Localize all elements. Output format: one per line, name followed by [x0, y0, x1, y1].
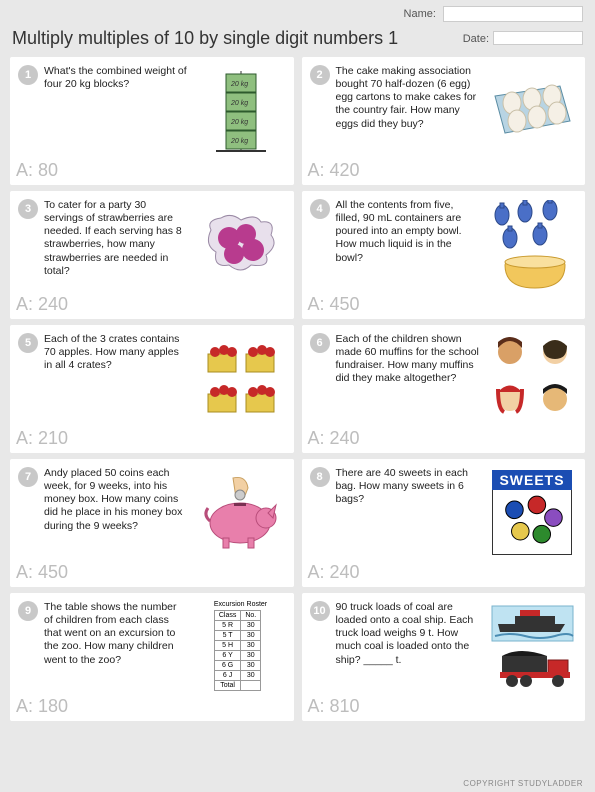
question-text: The table shows the number of children f…: [44, 601, 190, 692]
answer-text: A: 450: [308, 294, 578, 315]
question-number: 2: [310, 65, 330, 85]
question-card-6: 6 Each of the children shown made 60 muf…: [302, 325, 586, 453]
question-card-9: 9 The table shows the number of children…: [10, 593, 294, 721]
page-title: Multiply multiples of 10 by single digit…: [12, 28, 463, 49]
question-number: 8: [310, 467, 330, 487]
answer-text: A: 450: [16, 562, 286, 583]
question-card-10: 10 90 truck loads of coal are loaded ont…: [302, 593, 586, 721]
strawberries-icon: [196, 199, 286, 290]
answer-text: A: 180: [16, 696, 286, 717]
question-card-8: 8 There are 40 sweets in each bag. How m…: [302, 459, 586, 587]
table-row: 6 Y30: [214, 651, 260, 661]
question-number: 7: [18, 467, 38, 487]
question-card-4: 4 All the contents from five, filled, 90…: [302, 191, 586, 319]
egg-carton-icon: [487, 65, 577, 156]
table-row: 6 G30: [214, 661, 260, 671]
table-row: 6 J30: [214, 671, 260, 681]
name-input[interactable]: [443, 6, 583, 22]
name-row: Name:: [12, 6, 583, 22]
question-text: What's the combined weight of four 20 kg…: [44, 65, 190, 156]
question-number: 5: [18, 333, 38, 353]
table-row: 5 T30: [214, 631, 260, 641]
svg-text:20 kg: 20 kg: [230, 138, 248, 145]
children-icon: [487, 333, 577, 424]
title-row: Multiply multiples of 10 by single digit…: [12, 28, 583, 49]
answer-text: A: 420: [308, 160, 578, 181]
question-text: 90 truck loads of coal are loaded onto a…: [336, 601, 482, 692]
question-text: To cater for a party 30 servings of stra…: [44, 199, 190, 290]
svg-text:20 kg: 20 kg: [230, 81, 248, 88]
table-title: Excursion Roster: [214, 601, 267, 608]
table-row: 5 R30: [214, 621, 260, 631]
question-text: The cake making association bought 70 ha…: [336, 65, 482, 156]
questions-grid: 1 What's the combined weight of four 20 …: [0, 53, 595, 731]
table-row: 5 H30: [214, 641, 260, 651]
answer-text: A: 240: [308, 428, 578, 449]
copyright-footer: COPYRIGHT STUDYLADDER: [463, 779, 583, 788]
question-text: Andy placed 50 coins each week, for 9 we…: [44, 467, 190, 558]
date-label: Date:: [463, 33, 489, 45]
date-input[interactable]: [493, 31, 583, 45]
answer-text: A: 210: [16, 428, 286, 449]
question-number: 4: [310, 199, 330, 219]
question-number: 9: [18, 601, 38, 621]
blocks-icon: 20 kg 20 kg 20 kg 20 kg: [196, 65, 286, 156]
question-card-5: 5 Each of the 3 crates contains 70 apple…: [10, 325, 294, 453]
question-text: There are 40 sweets in each bag. How man…: [336, 467, 482, 558]
sweets-label: SWEETS: [492, 470, 572, 490]
answer-text: A: 240: [16, 294, 286, 315]
question-number: 1: [18, 65, 38, 85]
svg-text:20 kg: 20 kg: [230, 100, 248, 107]
answer-text: A: 810: [308, 696, 578, 717]
apple-crates-icon: [196, 333, 286, 424]
roster-table-icon: Excursion Roster ClassNo. 5 R30 5 T30 5 …: [196, 601, 286, 692]
piggy-bank-icon: [196, 467, 286, 558]
table-row: Total: [214, 681, 260, 691]
answer-text: A: 240: [308, 562, 578, 583]
question-card-1: 1 What's the combined weight of four 20 …: [10, 57, 294, 185]
question-card-3: 3 To cater for a party 30 servings of st…: [10, 191, 294, 319]
question-card-2: 2 The cake making association bought 70 …: [302, 57, 586, 185]
question-text: Each of the children shown made 60 muffi…: [336, 333, 482, 424]
name-label: Name:: [404, 8, 436, 20]
answer-text: A: 80: [16, 160, 286, 181]
question-number: 10: [310, 601, 330, 621]
svg-text:20 kg: 20 kg: [230, 119, 248, 126]
roster-table: ClassNo. 5 R30 5 T30 5 H30 6 Y30 6 G30 6…: [214, 610, 261, 691]
bottles-bowl-icon: [487, 199, 577, 290]
question-card-7: 7 Andy placed 50 coins each week, for 9 …: [10, 459, 294, 587]
question-number: 6: [310, 333, 330, 353]
truck-ship-icon: [487, 601, 577, 692]
question-number: 3: [18, 199, 38, 219]
question-text: All the contents from five, filled, 90 m…: [336, 199, 482, 290]
question-text: Each of the 3 crates contains 70 apples.…: [44, 333, 190, 424]
header: Name: Multiply multiples of 10 by single…: [0, 0, 595, 53]
sweets-icon: SWEETS: [487, 467, 577, 558]
